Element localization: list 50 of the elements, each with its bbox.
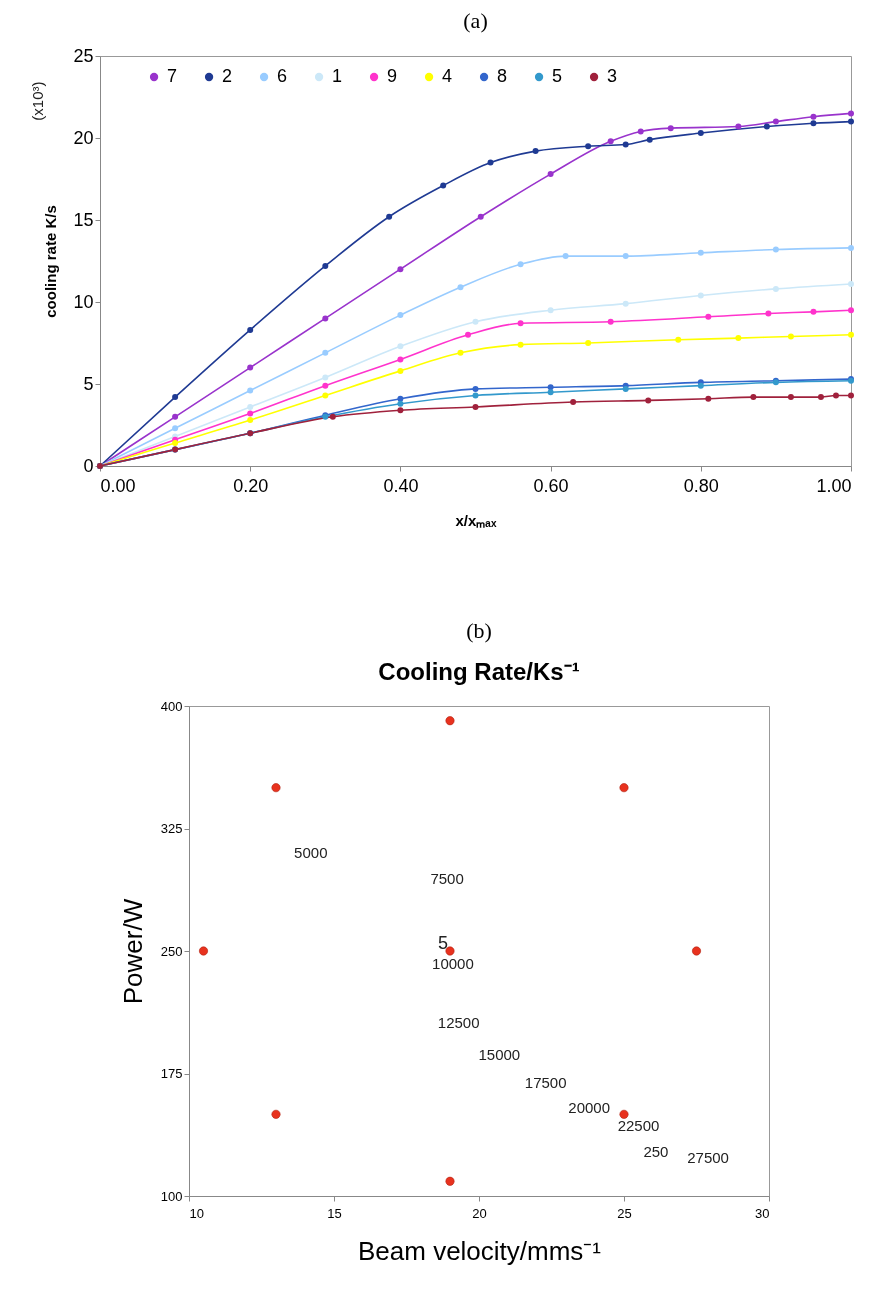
- text: (x10³): [28, 81, 46, 121]
- y-tick-label: 15: [73, 209, 94, 230]
- annotation: 250: [643, 1142, 669, 1160]
- y-tick-label: 175: [160, 1066, 183, 1081]
- annotation: 10000: [432, 955, 474, 973]
- legend-label: 9: [387, 66, 398, 86]
- y-tick-label: 325: [160, 821, 183, 836]
- x-tick-label: 0.00: [100, 475, 136, 496]
- x-tick-label: 0.60: [533, 475, 569, 496]
- annotation: 22500: [617, 1116, 660, 1134]
- chart-title: (b): [466, 618, 492, 643]
- x-tick-label: 10: [189, 1205, 204, 1221]
- legend-label: 4: [442, 66, 453, 86]
- x-axis-title: Beam velocity/mms⁻¹: [357, 1235, 602, 1266]
- legend-label: 3: [607, 66, 618, 86]
- annotation: 17500: [524, 1074, 567, 1092]
- annotation: 5000: [294, 844, 328, 861]
- chart-subtitle: Cooling Rate/Ks⁻¹: [378, 658, 580, 685]
- legend-label: 2: [222, 66, 233, 86]
- x-tick-label: 30: [755, 1205, 770, 1221]
- annotation: 20000: [568, 1098, 611, 1116]
- legend-label: 6: [277, 66, 288, 86]
- annotation: 12500: [437, 1014, 480, 1032]
- y-tick-label: 20: [73, 127, 94, 148]
- annotation: 7500: [430, 869, 464, 887]
- x-tick-label: 0.40: [383, 475, 419, 496]
- legend-label: 7: [167, 66, 178, 86]
- y-tick-label: 0: [83, 455, 94, 476]
- x-tick-label: 25: [617, 1205, 632, 1221]
- annotation: 15000: [478, 1046, 521, 1064]
- y-tick-label: 100: [160, 1188, 183, 1204]
- x-tick-label: 20: [472, 1205, 487, 1221]
- legend-label: 5: [552, 66, 563, 86]
- y-axis-title: Power/W: [117, 898, 148, 1005]
- x-tick-label: 0.80: [683, 475, 719, 496]
- y-tick-label: 400: [160, 698, 183, 714]
- legend-label: 8: [497, 66, 508, 86]
- x-tick-label: 1.00: [816, 475, 852, 496]
- y-tick-label: 10: [73, 291, 94, 312]
- annotation: 5: [437, 933, 448, 953]
- y-tick-label: 5: [83, 373, 94, 394]
- chart-title: (a): [463, 8, 488, 33]
- y-tick-label: 25: [73, 45, 94, 66]
- y-axis-title: cooling rate K/s: [42, 205, 60, 318]
- x-axis-title: x/xₘₐₓ: [455, 511, 498, 529]
- legend-label: 1: [332, 66, 343, 86]
- x-tick-label: 0.20: [233, 475, 269, 496]
- annotation: 27500: [687, 1149, 729, 1167]
- y-tick-label: 250: [160, 943, 183, 959]
- x-tick-label: 15: [327, 1205, 342, 1221]
